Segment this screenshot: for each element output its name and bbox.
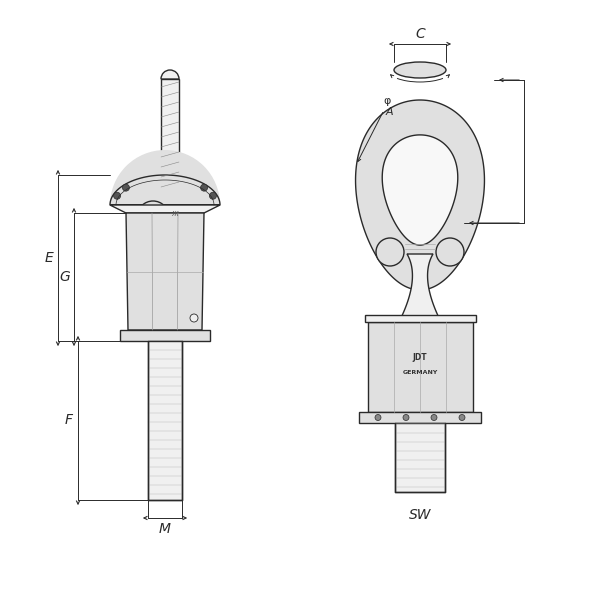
Circle shape	[190, 314, 198, 322]
Text: JDT: JDT	[413, 353, 427, 362]
Circle shape	[200, 184, 208, 191]
Text: GERMANY: GERMANY	[403, 370, 437, 376]
Circle shape	[375, 415, 381, 421]
Circle shape	[209, 192, 217, 199]
Text: G: G	[59, 270, 70, 284]
Wedge shape	[110, 150, 220, 205]
Polygon shape	[120, 330, 210, 341]
Polygon shape	[148, 341, 182, 500]
Circle shape	[459, 415, 465, 421]
Text: φ: φ	[383, 96, 391, 106]
Text: C: C	[415, 27, 425, 41]
Circle shape	[403, 415, 409, 421]
Polygon shape	[395, 423, 445, 492]
Circle shape	[122, 184, 130, 191]
Text: E: E	[44, 251, 53, 265]
Polygon shape	[399, 254, 441, 322]
Wedge shape	[161, 70, 179, 79]
Polygon shape	[356, 100, 484, 290]
Polygon shape	[161, 79, 179, 195]
Polygon shape	[359, 412, 481, 423]
Circle shape	[137, 201, 169, 233]
Circle shape	[431, 415, 437, 421]
Polygon shape	[367, 322, 473, 412]
Polygon shape	[110, 205, 220, 213]
Circle shape	[113, 192, 121, 199]
Ellipse shape	[394, 62, 446, 78]
Text: F: F	[65, 413, 73, 427]
Text: ж: ж	[172, 208, 178, 217]
Circle shape	[376, 238, 404, 266]
Text: SW: SW	[409, 508, 431, 522]
Circle shape	[144, 208, 162, 226]
Polygon shape	[382, 135, 458, 245]
Text: A: A	[385, 107, 393, 117]
Polygon shape	[126, 213, 204, 330]
Circle shape	[436, 238, 464, 266]
Polygon shape	[365, 315, 476, 322]
Polygon shape	[110, 175, 220, 205]
Text: M: M	[159, 522, 171, 536]
